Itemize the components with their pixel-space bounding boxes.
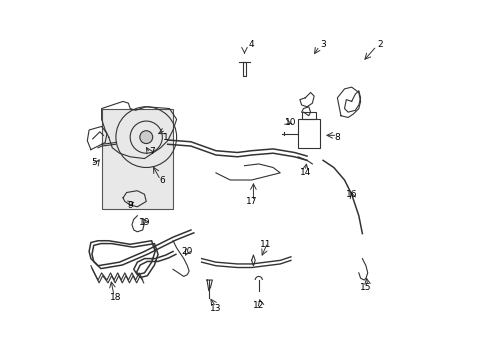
Text: 11: 11	[260, 240, 271, 249]
FancyBboxPatch shape	[102, 109, 173, 208]
Text: 12: 12	[253, 301, 264, 310]
Text: 15: 15	[360, 283, 371, 292]
Text: 6: 6	[159, 176, 165, 185]
Text: 19: 19	[139, 219, 150, 228]
Text: 8: 8	[334, 132, 340, 141]
Text: 17: 17	[245, 197, 257, 206]
Bar	[301, 112, 315, 119]
Circle shape	[140, 131, 152, 144]
Text: 18: 18	[110, 293, 122, 302]
Text: 10: 10	[285, 118, 296, 127]
Text: 4: 4	[248, 40, 254, 49]
Bar	[298, 119, 319, 148]
Text: 9: 9	[127, 201, 133, 210]
Text: 20: 20	[181, 247, 193, 256]
Text: 16: 16	[345, 190, 357, 199]
Text: 7: 7	[148, 147, 154, 156]
Text: 1: 1	[163, 132, 168, 141]
Text: 13: 13	[210, 304, 221, 313]
Text: 3: 3	[320, 40, 325, 49]
Text: 2: 2	[377, 40, 382, 49]
Text: 5: 5	[91, 158, 97, 167]
Text: 14: 14	[299, 168, 310, 177]
